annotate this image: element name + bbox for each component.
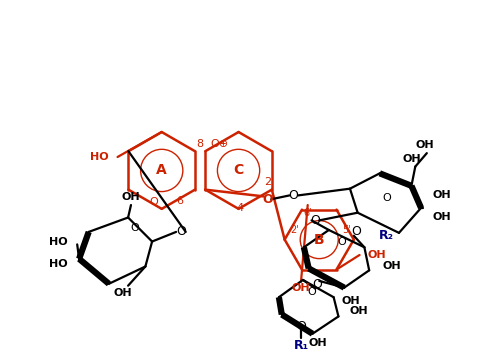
Text: OH: OH — [432, 212, 451, 221]
Text: O: O — [131, 223, 139, 233]
Text: O: O — [337, 237, 346, 246]
Text: OH: OH — [292, 283, 310, 293]
Text: A: A — [156, 163, 167, 177]
Text: R₂: R₂ — [379, 229, 394, 242]
Text: 2: 2 — [264, 177, 271, 187]
Text: O: O — [176, 225, 186, 238]
Text: OH: OH — [121, 192, 140, 202]
Text: R₁: R₁ — [293, 339, 308, 352]
Text: O: O — [382, 193, 391, 203]
Text: HO: HO — [90, 152, 109, 162]
Text: 6': 6' — [303, 208, 312, 218]
Text: B: B — [314, 233, 325, 247]
Text: O: O — [351, 225, 361, 238]
Text: OH: OH — [383, 262, 401, 271]
Text: 4: 4 — [237, 203, 244, 213]
Text: OH: OH — [342, 296, 360, 306]
Text: OH: OH — [114, 288, 133, 298]
Text: 5': 5' — [342, 225, 350, 235]
Text: OH: OH — [402, 154, 421, 164]
Text: OH: OH — [367, 250, 386, 260]
Text: 2': 2' — [290, 225, 299, 235]
Text: OH: OH — [432, 190, 451, 200]
Text: O: O — [310, 214, 321, 227]
Text: 6: 6 — [176, 196, 183, 206]
Text: 8: 8 — [197, 139, 204, 149]
Text: OH: OH — [416, 140, 434, 150]
Text: HO: HO — [49, 259, 68, 269]
Text: O⊕: O⊕ — [210, 139, 228, 149]
Text: HO: HO — [49, 237, 68, 246]
Text: O: O — [288, 189, 298, 202]
Text: O: O — [312, 278, 322, 291]
Text: O: O — [296, 320, 306, 333]
Text: OH: OH — [308, 338, 327, 348]
Text: C: C — [233, 163, 243, 177]
Text: O: O — [262, 193, 273, 206]
Text: OH: OH — [350, 306, 368, 316]
Text: O: O — [150, 197, 158, 207]
Text: O: O — [307, 288, 316, 297]
